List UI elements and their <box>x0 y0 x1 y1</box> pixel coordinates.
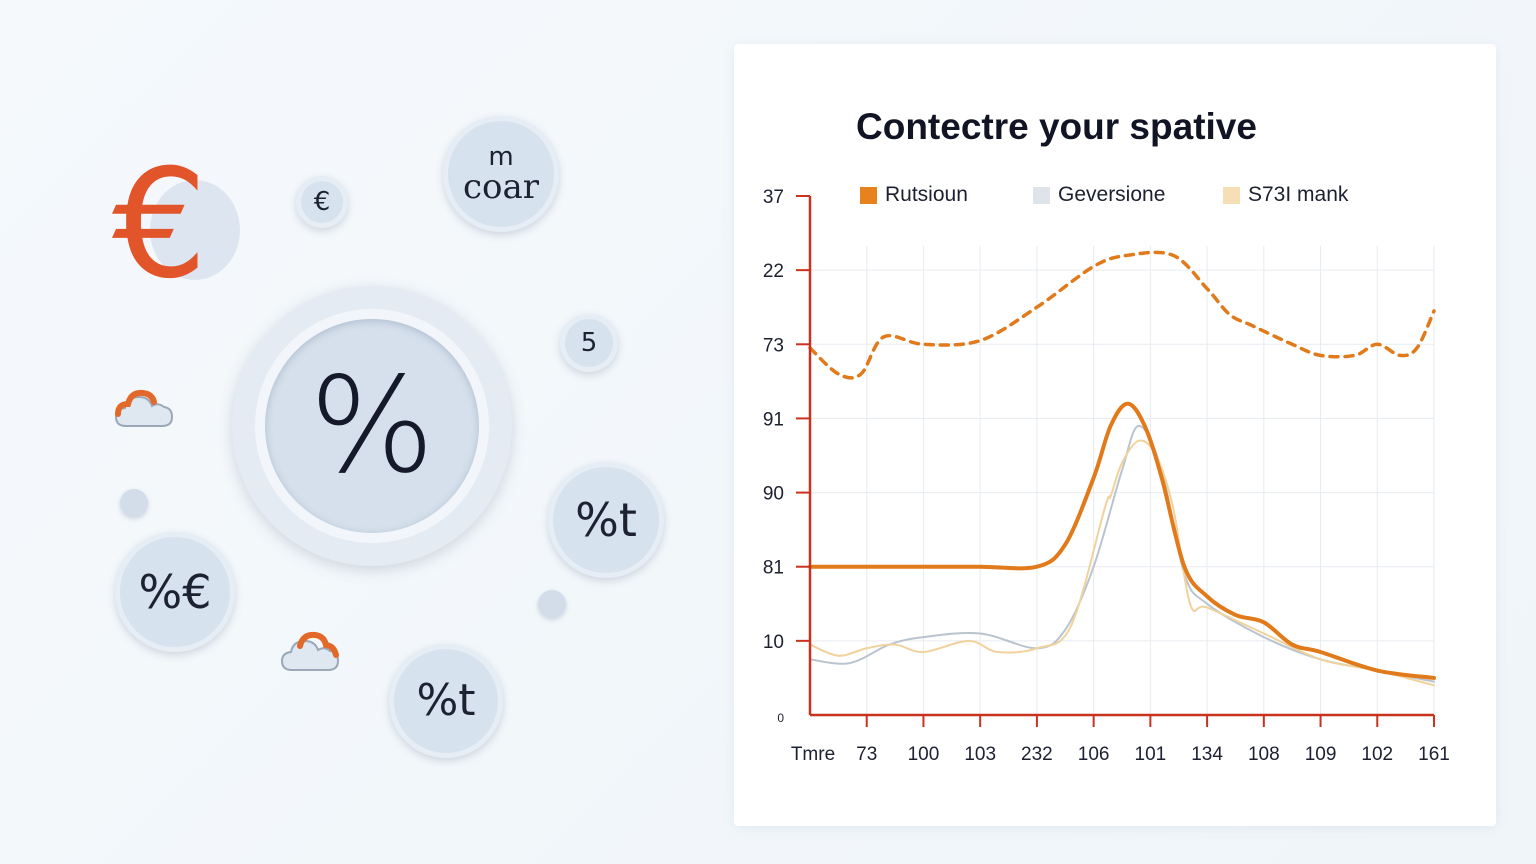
x-tick-label: 102 <box>1361 744 1393 765</box>
chart-series <box>808 250 1436 687</box>
chart-title: Contectre your spative <box>856 106 1257 147</box>
percent-symbol: % <box>309 349 435 503</box>
legend-label: S73I mank <box>1248 183 1349 206</box>
percent-t-bubble-text: %t <box>575 493 637 547</box>
legend-label: Rutsioun <box>885 183 968 206</box>
decor-dot <box>120 489 148 517</box>
y-tick-label: 22 <box>763 261 784 282</box>
five-bubble-icon: 5 <box>560 314 618 372</box>
y-tick-label: 73 <box>763 335 784 356</box>
coar-bubble-top-text: m <box>488 142 514 172</box>
x-tick-label: 108 <box>1248 744 1280 765</box>
x-tick-label: 101 <box>1135 744 1167 765</box>
euro-bubble-text: € <box>313 187 331 217</box>
legend-swatch <box>1223 186 1240 204</box>
series-line-rutsioun <box>808 401 1436 680</box>
x-tick-label: 103 <box>964 744 996 765</box>
y-tick-label: 91 <box>763 409 784 430</box>
five-bubble-text: 5 <box>580 328 598 358</box>
x-tick-label: 73 <box>856 744 877 765</box>
percent-t-small-bubble-text: %t <box>416 675 476 726</box>
chart-axes <box>796 195 1435 727</box>
y-tick-label: 37 <box>763 187 784 208</box>
x-tick-label: 109 <box>1305 744 1337 765</box>
legend-item-geversione: Geversione <box>1033 183 1166 206</box>
chart-panel <box>734 44 1496 826</box>
decor-dot <box>538 590 566 618</box>
euro-backdrop <box>150 180 240 280</box>
series-line-s73i-mank <box>809 439 1435 687</box>
legend-item-rutsioun: Rutsioun <box>860 183 968 206</box>
percent-icon: % <box>265 319 479 533</box>
percent-euro-bubble-icon: %€ <box>115 532 235 652</box>
x-tick-label: 106 <box>1078 744 1110 765</box>
chart-grid <box>810 246 1435 715</box>
y-tick-label: 90 <box>763 484 784 505</box>
legend-swatch <box>860 186 877 204</box>
legend-swatch <box>1033 186 1050 204</box>
coar-bubble-bottom-text: coar <box>462 167 540 207</box>
euro-icon: € <box>112 138 208 312</box>
x-tick-label: 232 <box>1021 744 1053 765</box>
cloud-icon <box>280 631 340 671</box>
y-tick-label: 0 <box>777 711 784 725</box>
y-tick-label: 81 <box>763 558 784 579</box>
coar-bubble-icon: m coar <box>443 116 559 232</box>
percent-t-small-bubble-icon: %t <box>389 644 503 758</box>
y-tick-label: 10 <box>763 632 784 653</box>
legend-item-s73i-mank: S73I mank <box>1223 183 1349 206</box>
percent-euro-bubble-text: %€ <box>138 565 212 619</box>
series-line-geversione <box>809 424 1435 683</box>
series-line-dashed <box>808 250 1436 380</box>
x-tick-label: Tmre <box>791 744 835 765</box>
x-tick-label: 161 <box>1418 744 1450 765</box>
percent-t-bubble-icon: %t <box>548 462 664 578</box>
euro-bubble-icon: € <box>296 176 348 228</box>
cloud-icon <box>114 389 174 427</box>
x-tick-label: 100 <box>908 744 940 765</box>
legend-label: Geversione <box>1058 183 1166 206</box>
x-tick-label: 134 <box>1191 744 1223 765</box>
finance-illustration: € € m coar 5 % %t %€ %t <box>0 0 720 864</box>
